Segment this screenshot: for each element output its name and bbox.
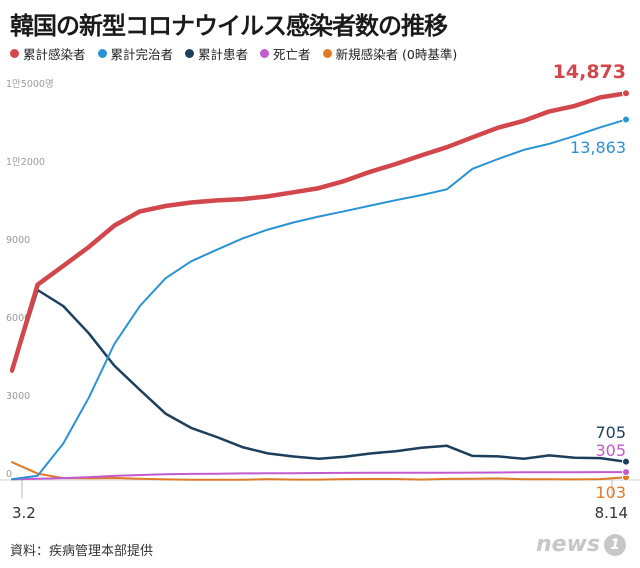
series-end-label: 103 xyxy=(595,483,626,502)
legend-label: 累計完治者 xyxy=(110,47,174,62)
chart-title: 韓国の新型コロナウイルス感染者数の推移 xyxy=(10,12,448,40)
legend-label: 新規感染者 (0時基準) xyxy=(335,47,458,62)
series-line xyxy=(11,471,627,481)
series-end-point xyxy=(622,89,630,98)
legend-item: 新規感染者 (0時基準) xyxy=(322,44,458,63)
legend-item: 累計感染者 xyxy=(10,44,86,63)
legend-marker-icon xyxy=(260,49,270,58)
legend-item: 累計完治者 xyxy=(97,44,174,63)
series-end-point xyxy=(622,115,630,124)
legend-marker-icon xyxy=(322,49,332,58)
legend-label: 死亡者 xyxy=(273,47,311,62)
series-end-label: 14,873 xyxy=(553,61,626,83)
logo-badge: 1 xyxy=(604,533,626,556)
y-tick-label: 1만5000명 xyxy=(6,79,54,90)
news1-logo: news 1 xyxy=(536,532,626,557)
legend-item: 累計患者 xyxy=(185,44,248,63)
legend-item: 死亡者 xyxy=(260,44,311,63)
series-line xyxy=(10,288,628,463)
x-tick-label: 8.14 xyxy=(595,504,628,522)
series-end-label: 705 xyxy=(595,423,626,442)
source-note: 資料：疾病管理本部提供 xyxy=(10,544,154,559)
series-line xyxy=(9,91,629,373)
legend-label: 累計感染者 xyxy=(23,47,86,62)
legend-label: 累計患者 xyxy=(198,47,249,62)
legend-marker-icon xyxy=(10,49,19,58)
series-end-point xyxy=(622,468,630,477)
series-end-label: 305 xyxy=(595,441,626,460)
x-tick-label: 3.2 xyxy=(12,504,36,522)
legend-marker-icon xyxy=(97,49,107,58)
series-line xyxy=(11,461,627,481)
y-tick-label: 6000 xyxy=(6,313,30,324)
y-tick-label: 9000 xyxy=(6,235,30,246)
y-tick-label: 0 xyxy=(6,469,12,480)
y-tick-label: 3000 xyxy=(6,391,30,402)
legend-marker-icon xyxy=(185,49,195,58)
chart-legend: 累計感染者 累計完治者 累計患者 死亡者 新規感染者 (0時基準) xyxy=(10,44,457,63)
y-tick-label: 1만2000 xyxy=(6,157,45,168)
series-line xyxy=(11,118,627,481)
series-end-label: 13,863 xyxy=(570,138,626,157)
series-end-point xyxy=(622,457,630,466)
logo-text: news xyxy=(535,532,600,557)
